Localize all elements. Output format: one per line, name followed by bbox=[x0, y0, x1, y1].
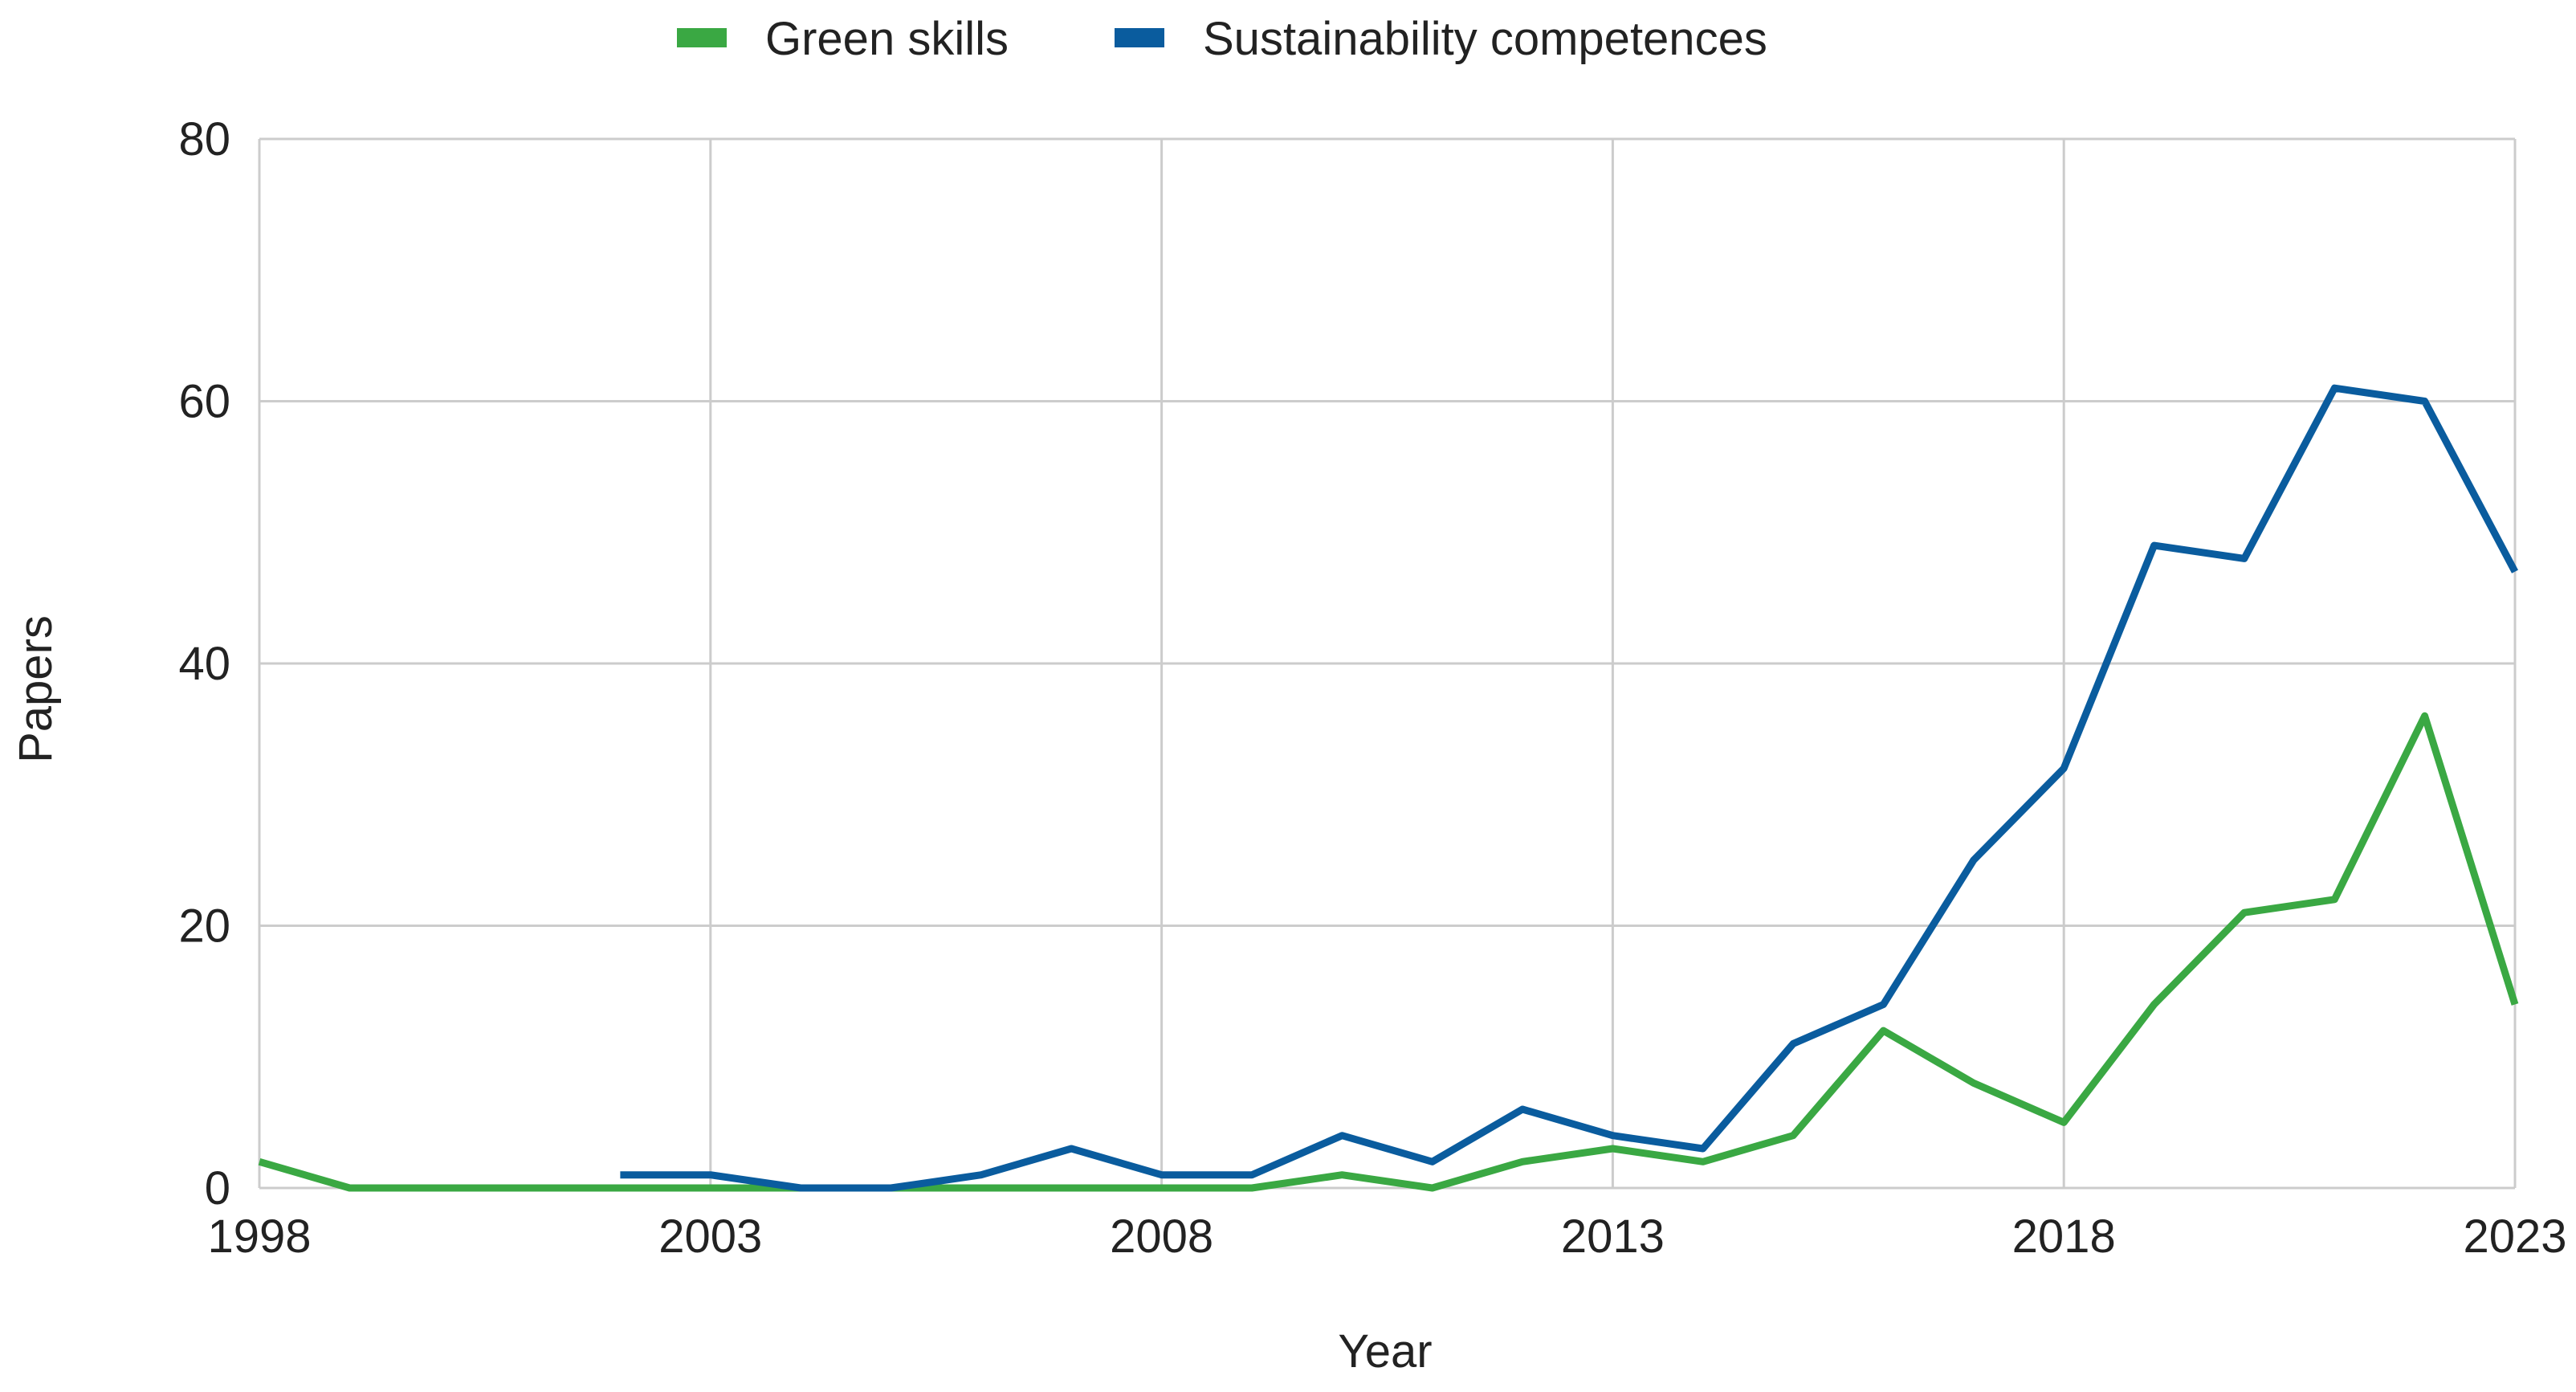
y-tick-label: 40 bbox=[178, 638, 230, 690]
x-tick-label: 2023 bbox=[2463, 1210, 2566, 1263]
y-tick-label: 80 bbox=[178, 113, 230, 165]
data-point-sustainability-competences bbox=[2060, 765, 2067, 772]
data-point-green-skills bbox=[1971, 1080, 1977, 1086]
data-point-green-skills bbox=[1609, 1145, 1616, 1152]
tick-labels: 0 20 40 60 80 1998 2003 2008 2013 2018 2023 bbox=[178, 113, 2566, 1263]
data-point-green-skills bbox=[1519, 1158, 1526, 1165]
data-point-green-skills bbox=[1700, 1158, 1706, 1165]
gridlines bbox=[258, 137, 2517, 1190]
series-lines bbox=[256, 384, 2519, 1192]
data-point-green-skills bbox=[2512, 1001, 2518, 1007]
data-point-sustainability-competences bbox=[1339, 1133, 1345, 1139]
data-point-sustainability-competences bbox=[2241, 555, 2248, 561]
legend-label-sustainability-competences: Sustainability competences bbox=[1203, 13, 1767, 65]
x-tick-label: 1998 bbox=[207, 1210, 311, 1263]
legend: Green skills Sustainability competences bbox=[677, 13, 1767, 65]
legend-swatch-green-skills bbox=[677, 28, 727, 47]
data-point-green-skills bbox=[2060, 1119, 2067, 1125]
data-point-sustainability-competences bbox=[2151, 542, 2158, 549]
data-point-green-skills bbox=[256, 1158, 263, 1165]
data-point-green-skills bbox=[1429, 1185, 1436, 1191]
data-point-sustainability-competences bbox=[2422, 398, 2428, 405]
data-point-sustainability-competences bbox=[1790, 1040, 1796, 1047]
x-tick-label: 2003 bbox=[658, 1210, 762, 1263]
data-point-green-skills bbox=[1790, 1133, 1796, 1139]
legend-label-green-skills: Green skills bbox=[765, 13, 1009, 65]
data-point-green-skills bbox=[707, 1185, 714, 1191]
data-point-green-skills bbox=[2422, 712, 2428, 719]
data-point-sustainability-competences bbox=[1880, 1001, 1886, 1007]
data-point-sustainability-competences bbox=[2331, 385, 2338, 391]
data-point-sustainability-competences bbox=[797, 1185, 804, 1191]
data-point-green-skills bbox=[1068, 1185, 1074, 1191]
y-tick-label: 60 bbox=[178, 376, 230, 428]
data-point-green-skills bbox=[978, 1185, 984, 1191]
series-line-sustainability-competences bbox=[620, 384, 2518, 1192]
data-point-sustainability-competences bbox=[1068, 1145, 1074, 1152]
data-point-green-skills bbox=[1880, 1027, 1886, 1034]
data-point-sustainability-competences bbox=[978, 1172, 984, 1178]
data-point-sustainability-competences bbox=[1519, 1106, 1526, 1112]
y-tick-label: 20 bbox=[178, 900, 230, 953]
data-point-green-skills bbox=[617, 1185, 623, 1191]
data-point-green-skills bbox=[527, 1185, 533, 1191]
data-point-sustainability-competences bbox=[1609, 1133, 1616, 1139]
data-point-sustainability-competences bbox=[2512, 569, 2518, 575]
data-point-sustainability-competences bbox=[1971, 857, 1977, 863]
data-point-sustainability-competences bbox=[1700, 1145, 1706, 1152]
x-axis-title: Year bbox=[1338, 1325, 1432, 1378]
data-point-green-skills bbox=[346, 1185, 353, 1191]
data-point-green-skills bbox=[1249, 1185, 1255, 1191]
data-point-green-skills bbox=[2331, 896, 2338, 903]
data-point-sustainability-competences bbox=[1249, 1172, 1255, 1178]
data-point-sustainability-competences bbox=[617, 1172, 623, 1178]
x-tick-label: 2008 bbox=[1110, 1210, 1213, 1263]
data-point-green-skills bbox=[1339, 1172, 1345, 1178]
series-line-green-skills bbox=[258, 712, 2519, 1192]
x-tick-label: 2013 bbox=[1561, 1210, 1665, 1263]
data-point-sustainability-competences bbox=[888, 1185, 895, 1191]
data-point-green-skills bbox=[1159, 1185, 1165, 1191]
data-point-green-skills bbox=[2151, 1001, 2158, 1007]
data-point-sustainability-competences bbox=[707, 1172, 714, 1178]
data-point-green-skills bbox=[437, 1185, 443, 1191]
data-point-sustainability-competences bbox=[1159, 1172, 1165, 1178]
y-tick-label: 0 bbox=[205, 1162, 230, 1214]
y-axis-title: Papers bbox=[10, 615, 62, 763]
data-point-green-skills bbox=[2241, 909, 2248, 916]
x-tick-label: 2018 bbox=[2012, 1210, 2116, 1263]
legend-swatch-sustainability-competences bbox=[1115, 28, 1164, 47]
data-point-sustainability-competences bbox=[1429, 1158, 1436, 1165]
